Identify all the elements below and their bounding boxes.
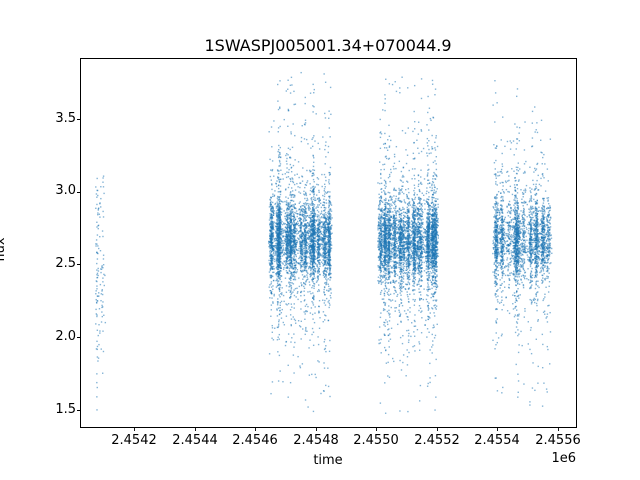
y-tick-label: 1.5	[55, 402, 76, 417]
y-tick-label: 2.5	[55, 256, 76, 271]
axis-offset-label: 1e6	[551, 451, 576, 466]
chart-title: 1SWASPJ005001.34+070044.9	[204, 36, 452, 55]
x-tick-label: 2.4548	[293, 433, 339, 448]
x-tick-label: 2.4554	[474, 433, 520, 448]
x-tick-label: 2.4544	[172, 433, 218, 448]
x-tick-label: 2.4556	[535, 433, 581, 448]
x-tick-label: 2.4552	[414, 433, 460, 448]
x-tick-label: 2.4550	[353, 433, 399, 448]
y-tick-label: 2.0	[55, 329, 76, 344]
x-tick-label: 2.4546	[232, 433, 278, 448]
y-axis-label: flux	[0, 237, 9, 262]
y-tick-label: 3.5	[55, 111, 76, 126]
y-tick-label: 3.0	[55, 183, 76, 198]
x-axis-label: time	[313, 453, 343, 468]
x-tick-label: 2.4542	[111, 433, 157, 448]
